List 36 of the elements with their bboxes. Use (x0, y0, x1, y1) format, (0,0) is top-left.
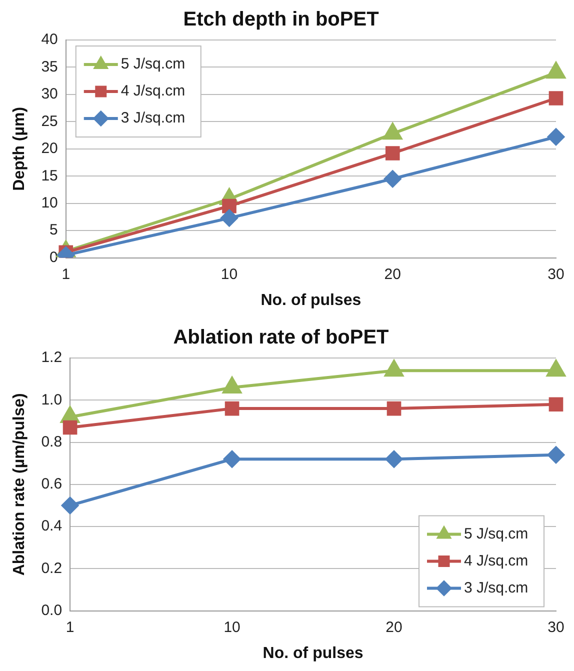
y-tick-label: 0 (50, 248, 58, 266)
chart-title: Ablation rate of boPET (173, 326, 389, 349)
legend-label: 4 J/sq.cm (120, 82, 186, 100)
x-tick-label: 30 (548, 618, 564, 636)
y-tick-label: 0.0 (41, 602, 62, 619)
y-tick-label: 0.4 (41, 518, 62, 535)
y-tick-label: 15 (41, 167, 58, 184)
y-axis-title: Ablation rate (µm/pulse) (11, 393, 28, 576)
y-tick-label: 0.8 (41, 433, 62, 450)
x-tick-label: 1 (62, 266, 70, 283)
y-tick-label: 0.6 (41, 476, 62, 493)
y-tick-label: 30 (41, 86, 58, 103)
x-tick-label: 10 (224, 618, 240, 636)
y-tick-label: 25 (41, 112, 58, 130)
y-tick-label: 20 (41, 140, 58, 158)
y-tick-label: 5 (50, 222, 58, 239)
x-axis-title: No. of pulses (262, 644, 364, 662)
x-tick-label: 10 (220, 266, 238, 283)
x-tick-label: 1 (66, 618, 74, 636)
legend-label: 3 J/sq.cm (120, 110, 186, 127)
y-tick-label: 0.2 (41, 560, 62, 577)
x-tick-label: 20 (384, 266, 401, 283)
legend-label: 5 J/sq.cm (464, 525, 528, 542)
y-axis-title: Depth (µm) (11, 106, 28, 191)
x-axis-title: No. of pulses (260, 292, 362, 309)
y-tick-label: 1.2 (41, 349, 62, 366)
y-tick-label: 10 (41, 194, 58, 212)
y-tick-label: 35 (41, 58, 58, 76)
x-tick-label: 20 (386, 618, 402, 636)
legend-label: 4 J/sq.cm (464, 552, 528, 570)
chart-title: Etch depth in boPET (183, 8, 379, 31)
legend-label: 3 J/sq.cm (464, 579, 528, 596)
x-tick-label: 30 (548, 266, 564, 283)
y-tick-label: 1.0 (41, 391, 62, 408)
y-tick-label: 40 (41, 31, 58, 48)
legend-label: 5 J/sq.cm (120, 56, 186, 73)
